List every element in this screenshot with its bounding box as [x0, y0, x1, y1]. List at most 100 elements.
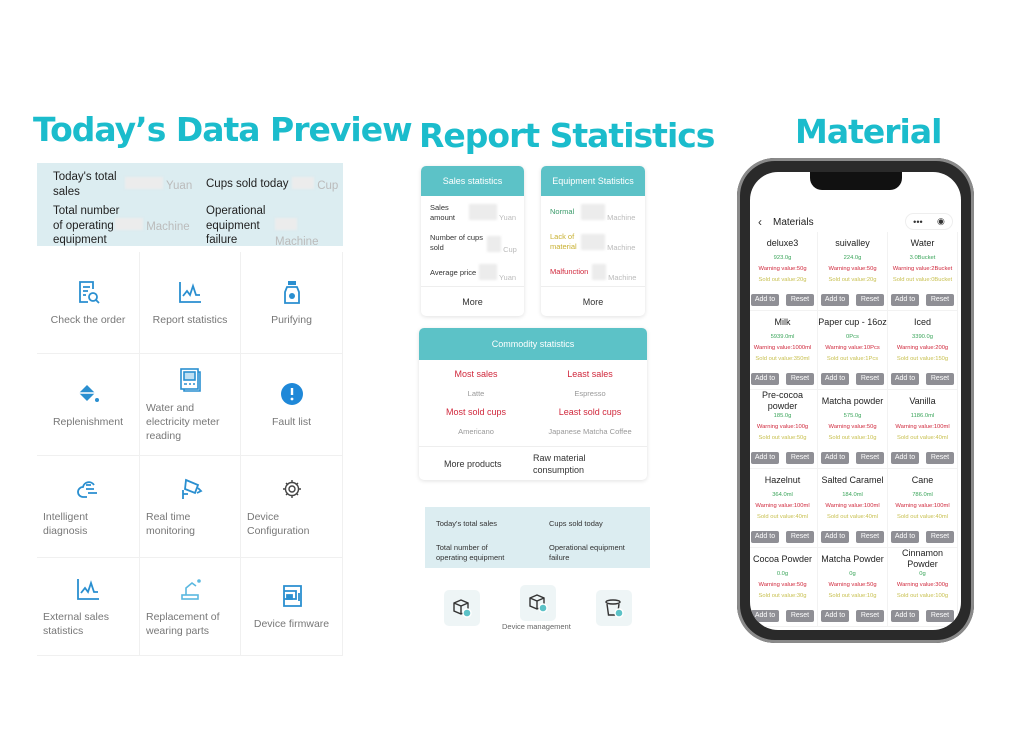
menu-label: Intelligent diagnosis [43, 510, 88, 537]
add-to-button[interactable]: Add to [891, 610, 919, 622]
reset-button[interactable]: Reset [786, 610, 814, 622]
material-warning: Warning value:50g [758, 266, 807, 272]
reset-button[interactable]: Reset [926, 294, 954, 306]
most-sales-value: Latte [467, 389, 485, 398]
reset-button[interactable]: Reset [856, 294, 884, 306]
material-sold-out: Sold out value:10g [828, 593, 877, 599]
material-quantity: 0Pcs [846, 334, 859, 340]
material-warning: Warning value:100ml [895, 424, 950, 430]
most-cups-value: Americano [458, 427, 494, 436]
material-item: Pre-cocoa powder 185.0g Warning value:10… [750, 390, 818, 469]
add-to-button[interactable]: Add to [821, 531, 849, 543]
reset-button[interactable]: Reset [926, 373, 954, 385]
line-chart-icon [77, 578, 99, 600]
menu-label: Fault list [271, 415, 312, 428]
menu-item-fault-list[interactable]: Fault list [241, 354, 343, 456]
device-management-button[interactable] [520, 585, 556, 621]
reset-button[interactable]: Reset [926, 531, 954, 543]
add-to-button[interactable]: Add to [751, 373, 779, 385]
unit: Yuan [498, 273, 517, 282]
add-to-button[interactable]: Add to [891, 294, 919, 306]
device-history-button[interactable] [444, 590, 480, 626]
material-quantity: 0g [849, 571, 856, 577]
material-quantity: 0.0g [776, 571, 789, 577]
add-to-button[interactable]: Add to [891, 373, 919, 385]
add-to-button[interactable]: Add to [891, 452, 919, 464]
material-item: Salted Caramel 184.0ml Warning value:100… [818, 469, 888, 548]
close-circle-icon[interactable]: ◉ [936, 216, 945, 226]
menu-item-device-firmware[interactable]: Device firmware [241, 558, 343, 656]
material-name: Water [910, 237, 935, 248]
material-quantity: 0g [919, 571, 926, 577]
reset-button[interactable]: Reset [856, 610, 884, 622]
reset-button[interactable]: Reset [856, 373, 884, 385]
menu-item-intelligent-diagnosis[interactable]: Intelligent diagnosis [37, 456, 140, 558]
least-cups-label: Least sold cups [558, 407, 622, 417]
material-quantity: 224.0g [843, 255, 862, 261]
back-icon[interactable]: ‹ [758, 215, 762, 229]
stat-label: Today's total sales [436, 519, 498, 528]
more-icon[interactable]: ••• [913, 216, 923, 227]
sales-more-button[interactable]: More [421, 286, 524, 316]
today-summary-panel: Today's total sales Cups sold today Tota… [425, 507, 650, 568]
material-name: suivalley [835, 237, 870, 248]
menu-item-check-order[interactable]: Check the order [37, 252, 140, 354]
menu-item-real-time-monitoring[interactable]: Real time monitoring [140, 456, 241, 558]
reset-button[interactable]: Reset [786, 373, 814, 385]
material-quantity: 364.0ml [772, 492, 793, 498]
material-quantity: 184.0ml [842, 492, 863, 498]
add-to-button[interactable]: Add to [821, 373, 849, 385]
material-item: suivalley 224.0g Warning value:50g Sold … [818, 232, 888, 311]
menu-item-meter-reading[interactable]: Water and electricity meter reading [140, 354, 241, 456]
reset-button[interactable]: Reset [926, 610, 954, 622]
material-sold-out: Sold out value:150g [896, 356, 949, 362]
reset-button[interactable]: Reset [786, 294, 814, 306]
add-to-button[interactable]: Add to [751, 531, 779, 543]
reset-button[interactable]: Reset [856, 531, 884, 543]
stat-label: Operational equipment failure [549, 543, 625, 562]
blurred-value [115, 218, 143, 230]
add-to-button[interactable]: Add to [821, 610, 849, 622]
cup-button[interactable] [596, 590, 632, 626]
material-name: Milk [774, 316, 791, 327]
blurred-value [479, 264, 497, 280]
section-title-preview: Today’s Data Preview [33, 110, 413, 149]
material-item: Milk 5939.0ml Warning value:1000ml Sold … [750, 311, 818, 390]
menu-item-replacement-wearing-parts[interactable]: Replacement of wearing parts [140, 558, 241, 656]
add-to-button[interactable]: Add to [751, 294, 779, 306]
stat-label: Cups sold today [206, 178, 289, 190]
material-warning: Warning value:100ml [895, 503, 950, 509]
reset-button[interactable]: Reset [856, 452, 884, 464]
add-to-button[interactable]: Add to [821, 452, 849, 464]
unit: Yuan [166, 180, 193, 192]
reset-button[interactable]: Reset [786, 452, 814, 464]
raw-material-button[interactable]: Raw material consumption [533, 453, 586, 475]
add-to-button[interactable]: Add to [751, 610, 779, 622]
blurred-value [275, 218, 297, 230]
equipment-more-button[interactable]: More [541, 286, 645, 316]
menu-item-external-sales-statistics[interactable]: External sales statistics [37, 558, 140, 656]
menu-item-purifying[interactable]: Purifying [241, 252, 343, 354]
material-warning: Warning value:1000ml [753, 345, 812, 351]
material-sold-out: Sold out value:20g [758, 277, 807, 283]
menu-label: Replenishment [52, 415, 124, 428]
add-to-button[interactable]: Add to [751, 452, 779, 464]
reset-button[interactable]: Reset [786, 531, 814, 543]
commodity-statistics-card: Commodity statistics Most sales Least sa… [419, 328, 647, 480]
material-name: Cane [911, 474, 934, 485]
stat-label: Operational equipment failure [206, 205, 266, 246]
add-to-button[interactable]: Add to [891, 531, 919, 543]
menu-item-device-configuration[interactable]: Device Configuration [241, 456, 343, 558]
menu-item-replenishment[interactable]: Replenishment [37, 354, 140, 456]
material-quantity: 923.0g [773, 255, 792, 261]
material-warning: Warning value:300g [896, 582, 949, 588]
stat-label: Today's total sales [53, 171, 117, 198]
menu-label: Device firmware [253, 617, 330, 630]
add-to-button[interactable]: Add to [821, 294, 849, 306]
menu-item-report-statistics[interactable]: Report statistics [140, 252, 241, 354]
blurred-value [125, 177, 163, 189]
more-products-button[interactable]: More products [444, 459, 502, 469]
reset-button[interactable]: Reset [926, 452, 954, 464]
material-name: Vanilla [909, 395, 936, 406]
menu-label: Report statistics [152, 313, 228, 326]
